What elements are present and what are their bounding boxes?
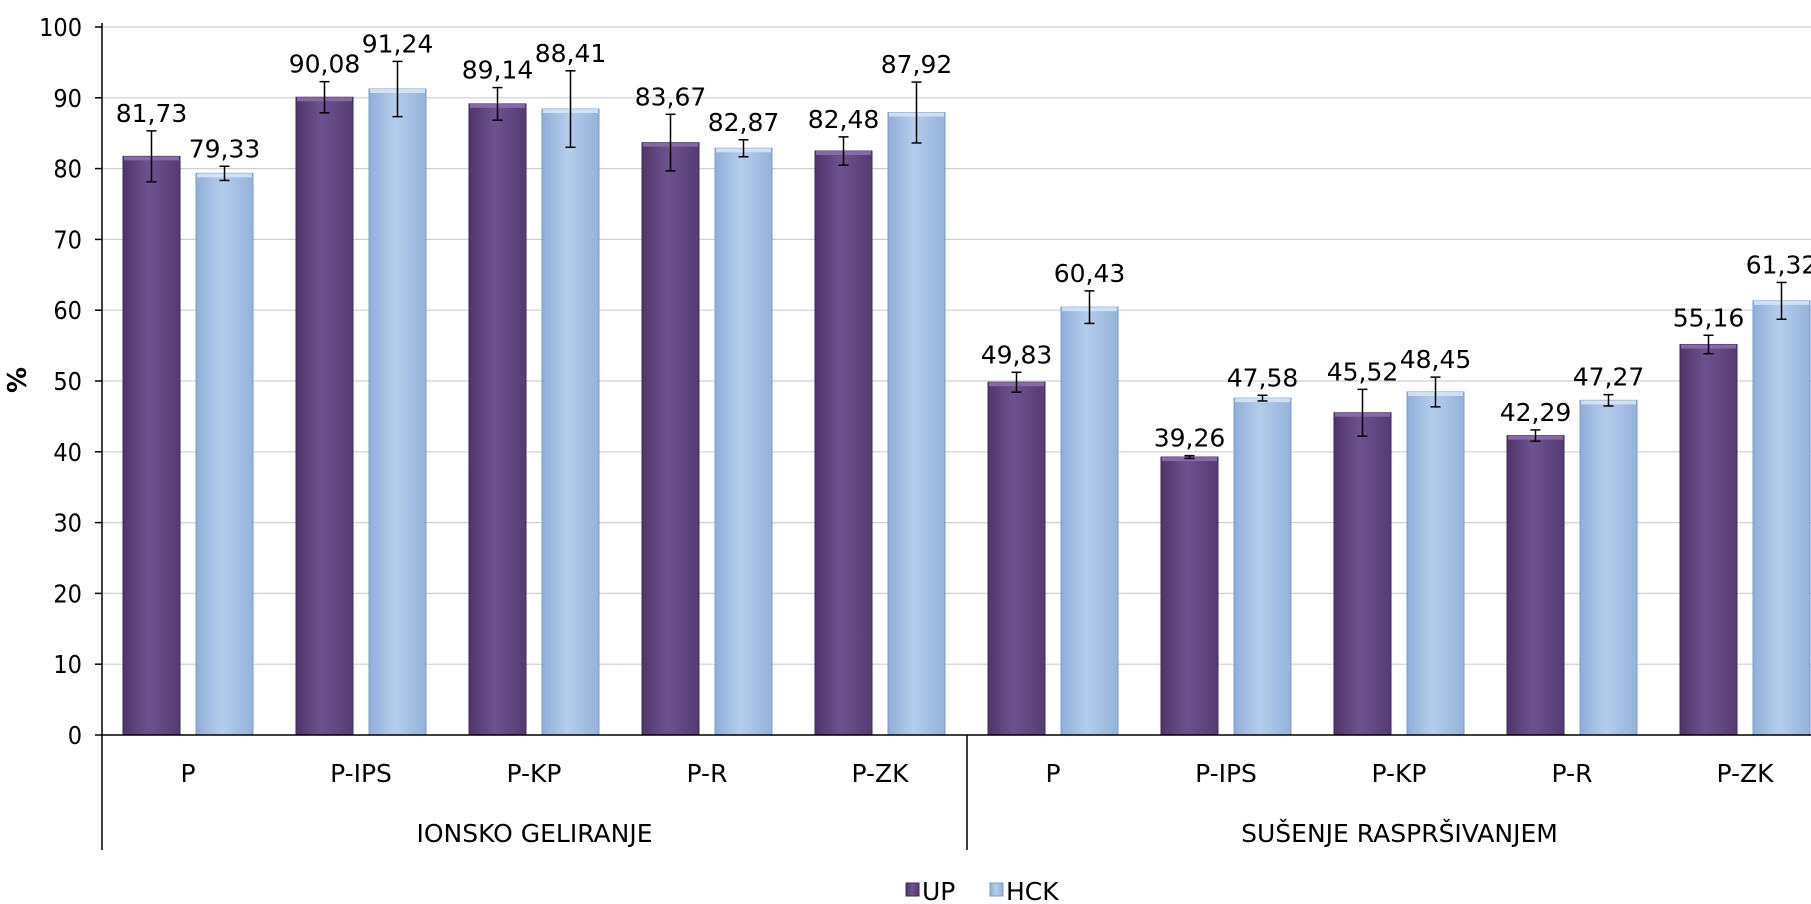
x-category-label: P-IPS (330, 759, 392, 788)
x-category-label: P-IPS (1195, 759, 1257, 788)
bar-up (1506, 435, 1565, 736)
data-label: 39,26 (1154, 424, 1226, 453)
bar-hck (1752, 300, 1811, 736)
bar-up (814, 150, 873, 736)
x-category-label: P-ZK (1716, 759, 1774, 788)
y-tick-label: 100 (39, 13, 82, 42)
legend-label: HCK (1006, 877, 1059, 904)
data-label: 82,48 (808, 105, 880, 134)
data-label: 61,32 (1746, 250, 1811, 279)
bar-up (468, 103, 527, 736)
y-axis-label: % (3, 367, 33, 393)
bar-up (1160, 456, 1219, 736)
y-tick-label: 30 (53, 509, 82, 538)
data-label: 87,92 (881, 50, 953, 79)
bars-layer: 81,73 90,08 89,14 83,67 82,48 49,83 39,26 45,52… (116, 29, 1811, 736)
bar-hck (714, 147, 773, 736)
data-label: 60,43 (1054, 259, 1126, 288)
data-label: 49,83 (981, 340, 1053, 369)
bar-hck (1579, 399, 1638, 736)
bar-hck (887, 112, 946, 736)
x-category-label: P-ZK (851, 759, 909, 788)
bar-up (1333, 412, 1392, 736)
data-label: 81,73 (116, 99, 188, 128)
data-label: 55,16 (1673, 303, 1745, 332)
x-category-label: P-KP (506, 759, 561, 788)
bar-up (641, 142, 700, 736)
bar-up (295, 96, 354, 736)
legend-label: UP (922, 877, 955, 904)
legend: UP HCK (905, 877, 1059, 904)
data-label: 48,45 (1400, 345, 1472, 374)
data-label: 45,52 (1327, 357, 1399, 386)
data-label: 47,27 (1573, 363, 1645, 392)
bar-hck (541, 108, 600, 736)
y-tick-label: 60 (53, 296, 82, 325)
bar-up (987, 381, 1046, 736)
data-label: 42,29 (1500, 398, 1572, 427)
data-label: 91,24 (362, 29, 434, 58)
bar-hck (1060, 306, 1119, 736)
y-tick-label: 80 (53, 155, 82, 184)
y-axis: 0 10 20 30 40 50 60 70 80 90 100 (39, 13, 103, 750)
bar-hck (195, 172, 254, 736)
x-category-label: P (180, 759, 195, 788)
legend-swatch-up (905, 882, 920, 897)
y-tick-label: 0 (68, 721, 82, 750)
y-tick-label: 70 (53, 225, 82, 254)
data-label: 82,87 (708, 108, 780, 137)
x-axis: P P-IPS P-KP P-R P-ZK IONSKO GELIRANJE P P-IPS P… (101, 734, 1811, 850)
y-tick-label: 10 (53, 650, 82, 679)
data-label: 89,14 (462, 56, 534, 85)
data-label: 88,41 (535, 39, 607, 68)
data-label: 83,67 (635, 82, 707, 111)
x-category-label: P-KP (1371, 759, 1426, 788)
bar-up (122, 155, 181, 736)
bar-hck (368, 88, 427, 736)
x-group-label: SUŠENJE RASPRŠIVANJEM (1241, 818, 1558, 848)
y-tick-label: 20 (53, 579, 82, 608)
data-label: 79,33 (189, 134, 261, 163)
x-group-label: IONSKO GELIRANJE (416, 819, 652, 848)
y-tick-label: 90 (53, 84, 82, 113)
legend-swatch-hck (989, 882, 1004, 897)
y-tick-label: 40 (53, 438, 82, 467)
bar-up (1679, 343, 1738, 736)
y-tick-label: 50 (53, 367, 82, 396)
data-label: 47,58 (1227, 363, 1299, 392)
data-label: 90,08 (289, 50, 361, 79)
bar-hck (1233, 397, 1292, 736)
x-category-label: P (1045, 759, 1060, 788)
x-category-label: P-R (687, 759, 728, 788)
bar-hck (1406, 391, 1465, 736)
x-category-label: P-R (1552, 759, 1593, 788)
